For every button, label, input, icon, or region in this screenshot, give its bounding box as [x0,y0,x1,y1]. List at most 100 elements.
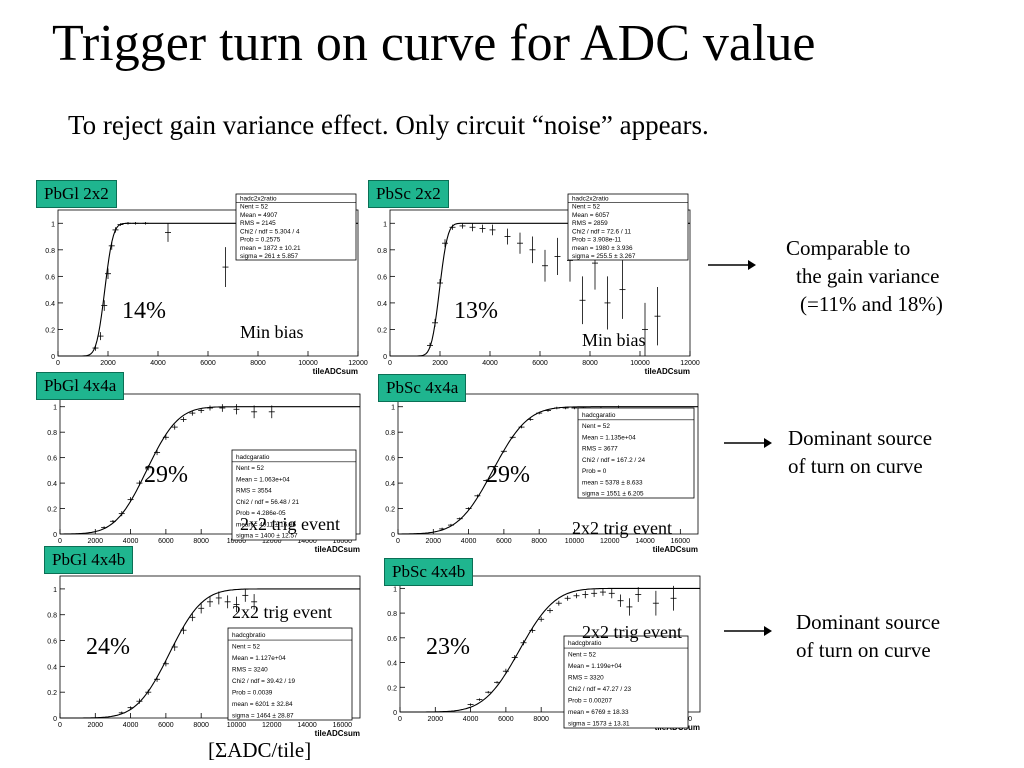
data-point [198,603,205,614]
data-point [449,224,456,230]
stats-line: RMS = 3240 [232,666,268,673]
x-tick-label: 12000 [262,722,282,729]
y-tick-label: 0.6 [47,456,57,463]
plot-svg: 0 0.2 0.4 0.6 0.8 1 0 2000 4000 6000 8000 10000 1200… [47,393,361,554]
y-tick-label: 0.8 [47,430,57,437]
plot-svg: 0 0.2 0.4 0.6 0.8 1 0 2000 4000 6000 8000 10000 1200… [47,575,361,738]
x-tick-label: 4000 [123,538,139,545]
stats-line: sigma = 255.5 ± 3.267 [572,253,636,260]
y-tick-label: 0.8 [45,248,55,255]
detector-tag: PbGl 4x4b [44,546,134,574]
data-point [105,268,111,280]
data-point [504,228,511,245]
data-point [180,416,187,422]
y-tick-label: 0.6 [385,456,395,463]
x-tick-label: 2000 [432,360,448,367]
data-point [527,418,534,421]
data-point [545,409,551,412]
stats-line: RMS = 3554 [236,488,272,495]
y-tick-label: 0.6 [45,274,55,281]
data-point [635,587,642,602]
stats-title: hadcgaratio [582,412,616,419]
fit-curve [60,588,360,719]
data-point [180,626,187,635]
x-axis-label: tileADCsum [315,545,360,554]
data-point [511,655,518,661]
data-point [553,406,560,410]
y-tick-label: 0 [53,716,57,723]
stats-line: Chi2 / ndf = 167.2 / 24 [582,457,646,464]
detector-tag: PbSc 2x2 [368,180,449,208]
data-point [165,223,171,242]
data-point [467,703,474,706]
stats-box [227,627,353,721]
data-point [97,332,104,341]
data-point [145,465,152,471]
data-point [479,224,486,233]
y-tick-label: 0.6 [377,274,387,281]
data-point [171,424,178,430]
slide-subtitle: To reject gain variance effect. Only cir… [68,110,709,140]
x-tick-label: 4000 [150,360,166,367]
detector-tag: PbGl 2x2 [36,180,117,208]
percent-label: 24% [86,634,130,660]
data-point [652,590,659,616]
detector-tag: PbSc 4x4b [384,558,474,586]
side-note-line: Comparable to [786,236,911,260]
stats-line: Mean = 6057 [572,212,610,219]
data-point [117,223,124,226]
y-tick-label: 0 [53,532,57,539]
x-tick-label: 6000 [498,716,514,723]
x-axis-label: tileADCsum [313,367,358,376]
y-tick-label: 0.8 [385,430,395,437]
arrow-right-icon [724,626,772,636]
stats-line: sigma = 1551 ± 6.205 [582,491,644,498]
data-point [251,594,258,610]
plot-frame [59,393,361,535]
x-tick-label: 10000 [227,538,247,545]
y-tick-label: 0.4 [377,301,387,308]
y-tick-label: 1 [383,221,387,228]
stats-line: Prob = 0.0039 [232,689,273,696]
data-point [542,249,548,282]
x-tick-label: 6000 [158,538,174,545]
x-tick-label: 0 [398,716,402,723]
percent-label: 14% [122,298,166,324]
stats-line: Chi2 / ndf = 56.48 / 21 [236,499,300,506]
stats-line: sigma = 1464 ± 28.87 [232,712,294,719]
data-point [494,681,501,684]
x-tick-label: 12000 [600,538,620,545]
x-tick-label: 14000 [297,538,317,545]
y-tick-label: 0.8 [47,613,57,620]
data-point [555,600,562,606]
data-point [509,436,516,439]
stats-line: RMS = 2859 [572,220,608,227]
fit-curve [400,587,700,713]
data-point [564,595,571,601]
y-tick-label: 0.2 [47,690,57,697]
stats-line: Prob = 0 [582,468,607,475]
x-tick-label: 6000 [532,360,548,367]
y-tick-label: 0.2 [45,327,55,334]
data-point [108,241,115,250]
detector-tag: PbSc 4x4a [378,374,467,402]
data-point [251,405,258,419]
stats-line: Mean = 4907 [240,212,278,219]
data-point [219,404,226,412]
x-tick-label: 2000 [426,538,442,545]
x-tick-label: 14000 [297,722,317,729]
data-point [92,345,99,351]
plot-panel-pbgl-2x2: 0 0.2 0.4 0.6 0.8 1 0 2000 4000 6000 8000 10000 1200… [36,178,368,376]
stats-line: Mean = 1.199e+04 [568,663,622,670]
x-tick-label: 8000 [533,716,549,723]
data-point [571,406,578,410]
data-point [469,223,476,232]
plot-svg: 0 0.2 0.4 0.6 0.8 1 0 2000 4000 6000 8000 10000 1200… [377,193,700,376]
data-point [125,221,131,225]
data-point [154,450,161,456]
stats-line: Chi2 / ndf = 47.27 / 23 [568,686,632,693]
note-label: Min bias [240,322,304,342]
y-tick-label: 0.4 [47,481,57,488]
side-note-2: Dominant source of turn on curve [788,424,932,480]
stats-line: Mean = 1.127e+04 [232,655,286,662]
